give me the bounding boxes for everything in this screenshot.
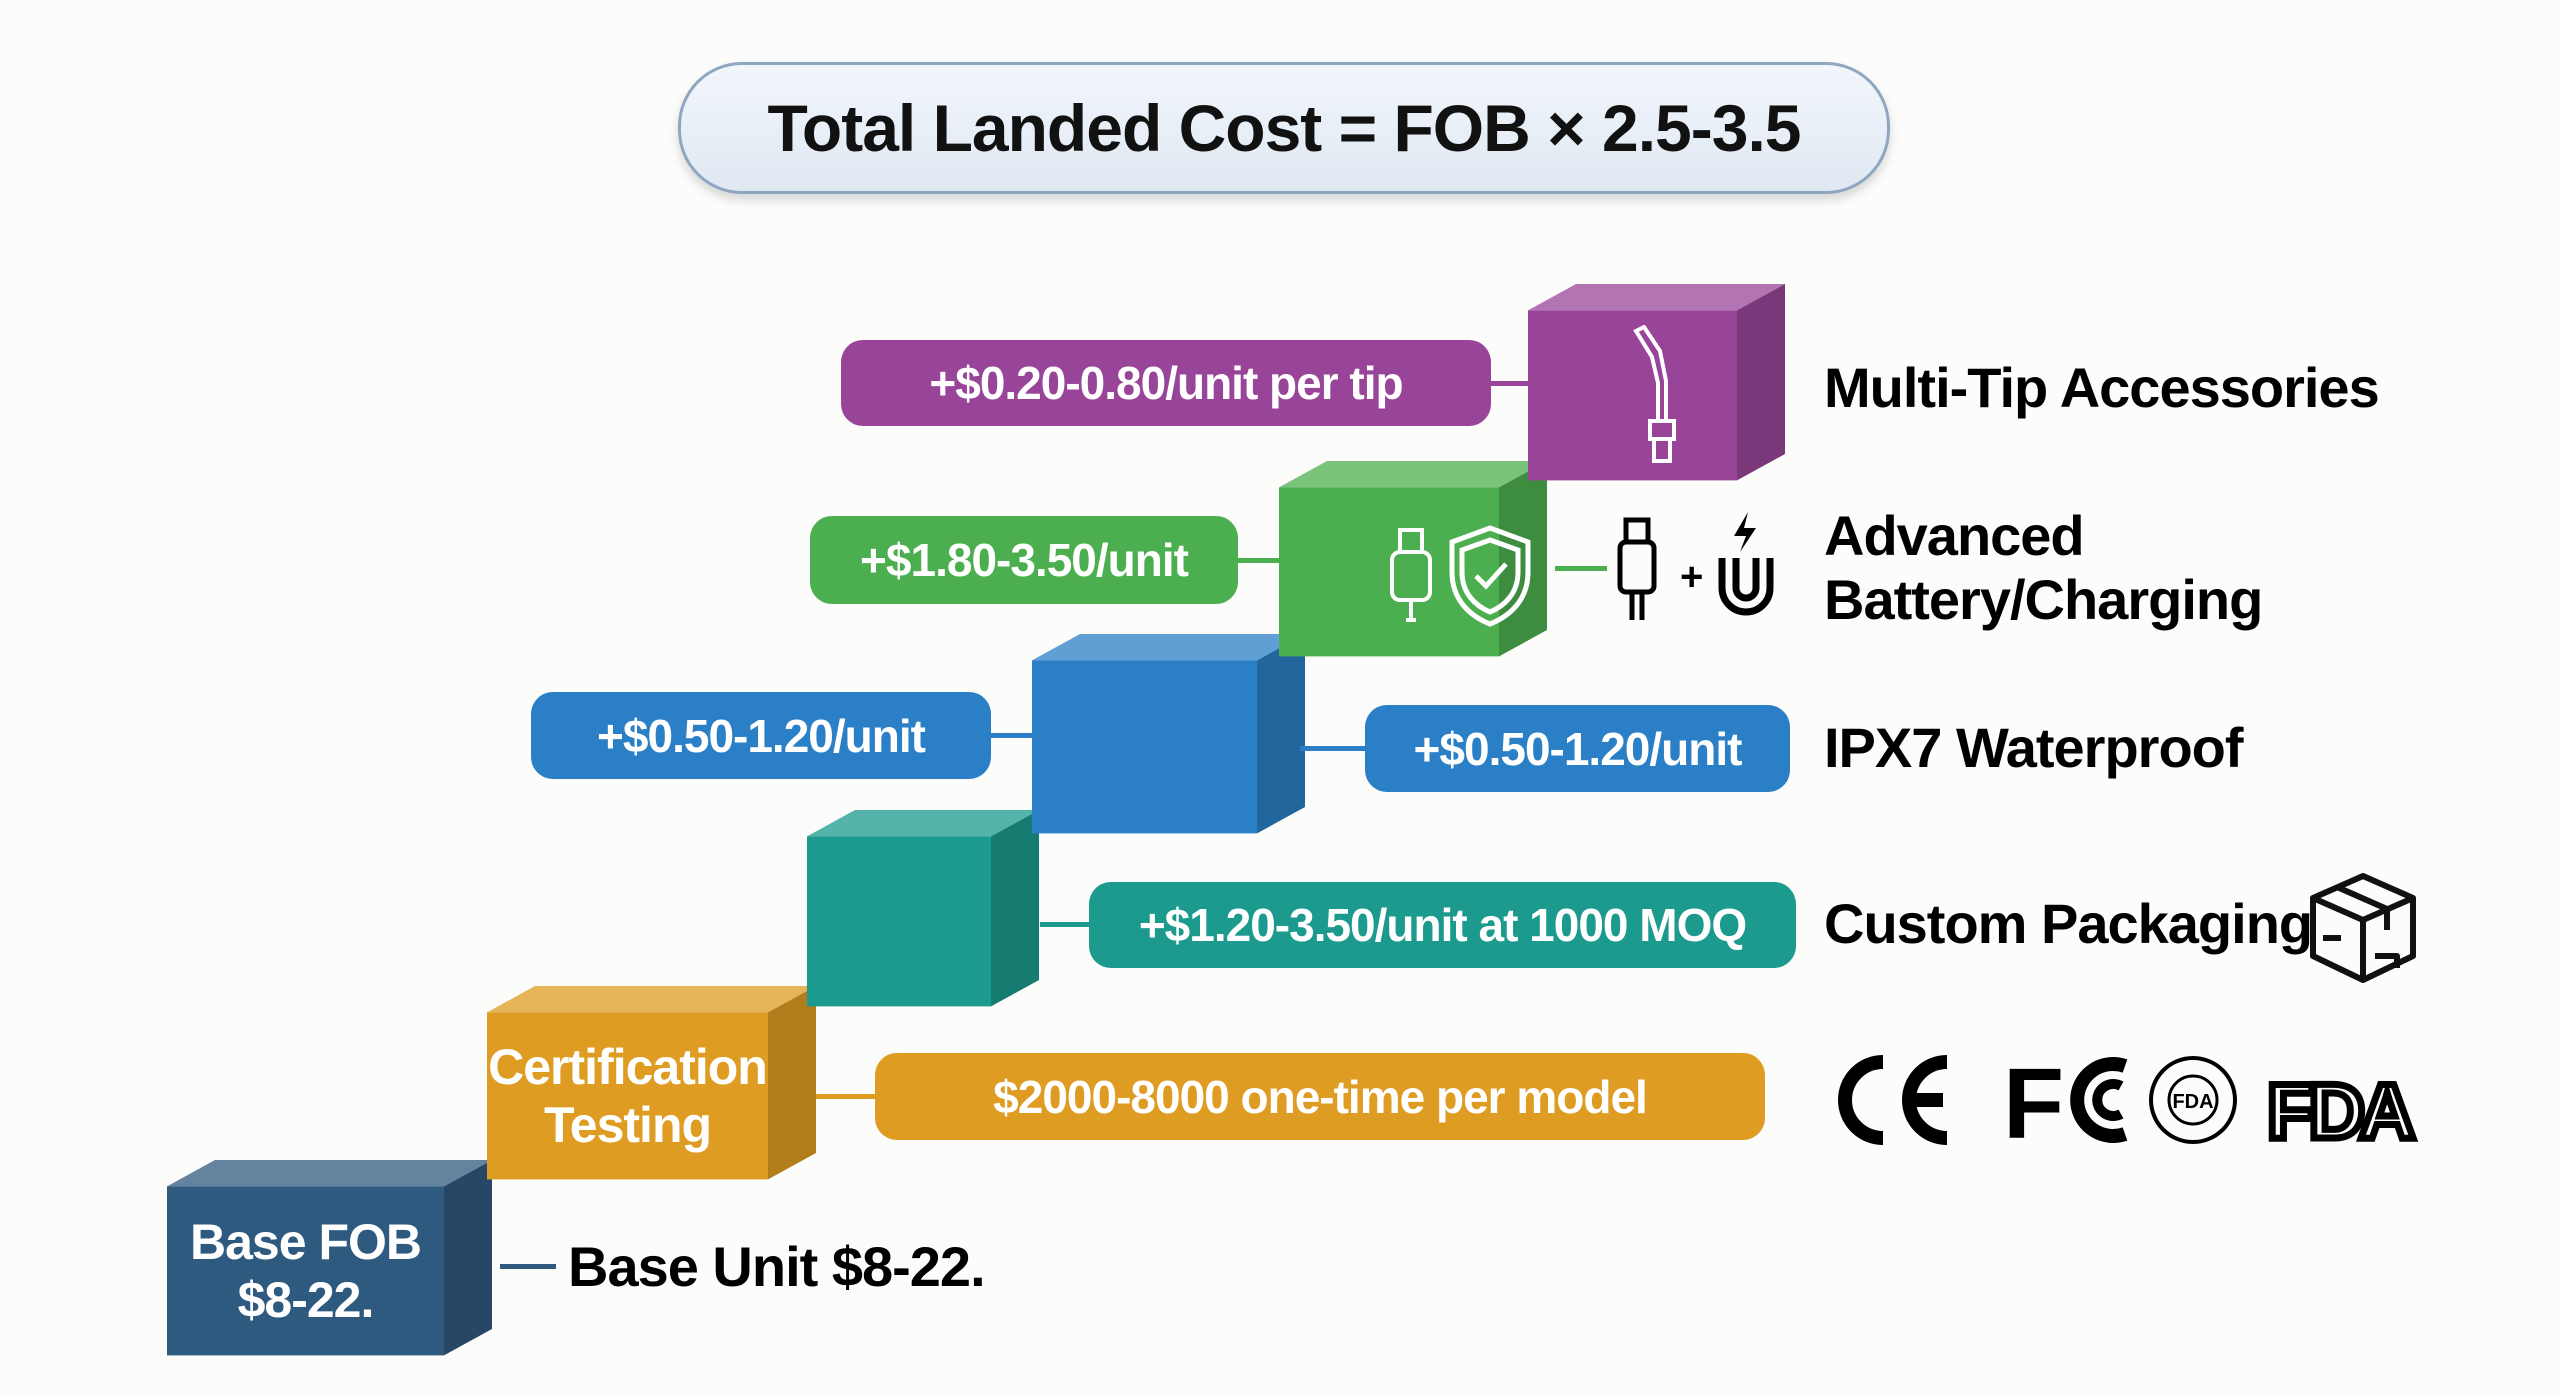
base-fob-block: Base FOB $8-22. bbox=[167, 1186, 444, 1355]
base-cube-front bbox=[167, 1185, 444, 1355]
packaging-cube-top bbox=[807, 809, 1039, 836]
tips-cube bbox=[1528, 283, 1785, 480]
usb-plug-icon bbox=[1617, 517, 1657, 620]
battery-cube-top bbox=[1279, 460, 1547, 487]
packaging-cube-front bbox=[807, 835, 991, 1006]
base-cube bbox=[167, 1159, 492, 1355]
connector bbox=[500, 1264, 556, 1269]
plus-sign: + bbox=[1680, 555, 1703, 599]
base-unit-label: Base Unit $8-22. bbox=[568, 1235, 986, 1298]
svg-text:FDA: FDA bbox=[2267, 1067, 2414, 1148]
connector bbox=[990, 733, 1035, 738]
multi-tip-label: Multi-Tip Accessories bbox=[1824, 356, 2380, 419]
ce-logo bbox=[1838, 1055, 1948, 1145]
packaging-cube bbox=[807, 809, 1039, 1006]
fda-seal-logo: FDA bbox=[2149, 1056, 2237, 1144]
certification-cost-pill: $2000-8000 one-time per model bbox=[875, 1053, 1765, 1140]
tips-cube-front bbox=[1528, 309, 1737, 480]
certification-block: Certification Testing bbox=[487, 1012, 768, 1179]
connector bbox=[1490, 381, 1530, 386]
packaging-cost-pill: +$1.20-3.50/unit at 1000 MOQ bbox=[1089, 882, 1796, 968]
tips-cube-top bbox=[1528, 283, 1785, 310]
battery-label-line2: Battery/Charging bbox=[1824, 568, 2263, 631]
waterproof-cube bbox=[1032, 633, 1305, 833]
waterproof-cost-pill-right: +$0.50-1.20/unit bbox=[1365, 705, 1790, 792]
certification-logos: F FDA FDA bbox=[1835, 1048, 2425, 1160]
certification-cube-front bbox=[487, 1011, 768, 1179]
custom-packaging-label: Custom Packaging bbox=[1824, 892, 2313, 955]
ipx7-waterproof-label: IPX7 Waterproof bbox=[1824, 716, 2244, 779]
battery-cost-pill: +$1.80-3.50/unit bbox=[810, 516, 1238, 604]
connector bbox=[1040, 922, 1092, 927]
shield-check-icon bbox=[1449, 525, 1531, 627]
package-box-icon bbox=[2310, 873, 2416, 983]
waterproof-cost-pill-left: +$0.50-1.20/unit bbox=[531, 692, 991, 779]
base-cube-top bbox=[167, 1159, 492, 1186]
svg-text:FDA: FDA bbox=[2172, 1091, 2213, 1113]
connector bbox=[816, 1094, 876, 1099]
cert-block-line2: Testing bbox=[543, 1096, 712, 1153]
svg-text:F: F bbox=[2003, 1052, 2061, 1148]
tips-cube-side bbox=[1737, 283, 1785, 480]
battery-cube-side bbox=[1499, 460, 1547, 656]
certification-cube-top bbox=[487, 985, 816, 1012]
certification-cube bbox=[487, 985, 816, 1179]
certification-cube-side bbox=[768, 985, 816, 1179]
magnet-charging-icon bbox=[1718, 512, 1774, 616]
base-block-line1: Base FOB bbox=[190, 1213, 422, 1270]
battery-label-line1: Advanced bbox=[1824, 504, 2085, 567]
base-cube-side bbox=[444, 1159, 492, 1355]
advanced-battery-label: Advanced Battery/Charging bbox=[1824, 504, 2263, 632]
connector bbox=[1300, 746, 1366, 751]
tips-cost-pill: +$0.20-0.80/unit per tip bbox=[841, 340, 1491, 426]
connector bbox=[1555, 566, 1607, 571]
fda-logo: FDA bbox=[2264, 1064, 2424, 1159]
connector bbox=[1237, 558, 1281, 563]
cert-block-line1: Certification bbox=[488, 1038, 768, 1095]
waterproof-cube-top bbox=[1032, 633, 1305, 660]
waterproof-cube-front bbox=[1032, 659, 1257, 833]
nozzle-tip-icon bbox=[1633, 325, 1676, 463]
packaging-cube-side bbox=[991, 809, 1039, 1006]
base-block-line2: $8-22. bbox=[237, 1271, 375, 1328]
formula-title: Total Landed Cost = FOB × 2.5-3.5 bbox=[678, 62, 1890, 194]
waterproof-cube-side bbox=[1257, 633, 1305, 833]
fcc-logo: F bbox=[2003, 1048, 2128, 1160]
usb-icon bbox=[1390, 528, 1432, 622]
